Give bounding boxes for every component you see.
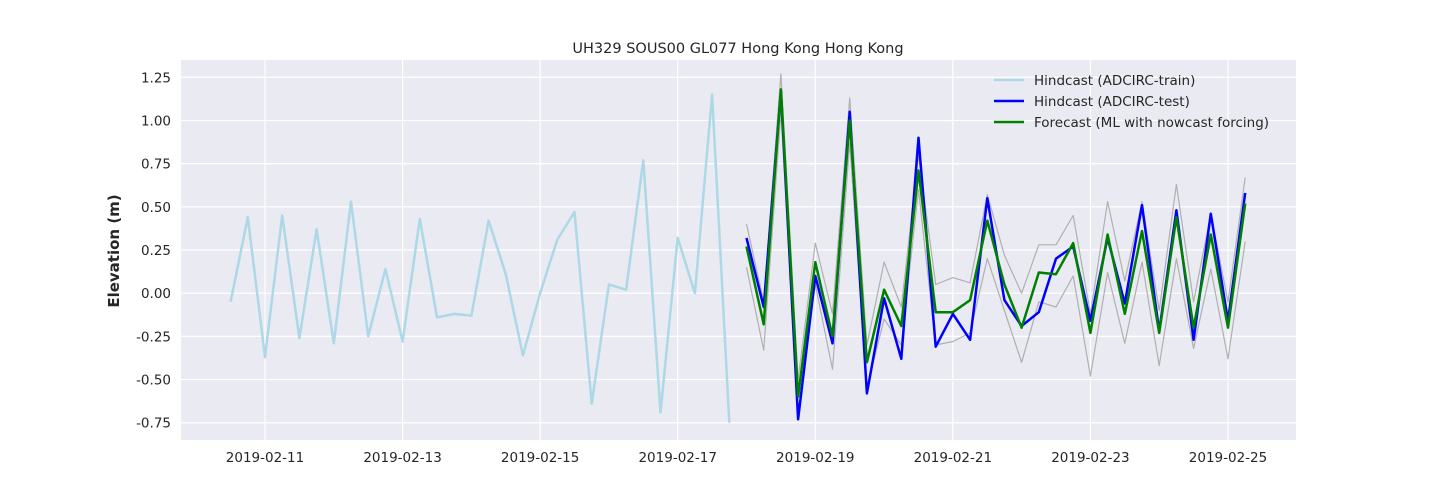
grid bbox=[181, 60, 1296, 440]
x-tick-label: 2019-02-13 bbox=[363, 450, 441, 466]
y-tick-label: -0.50 bbox=[136, 373, 171, 389]
y-tick-label: 1.25 bbox=[141, 70, 171, 86]
y-axis-label: Elevation (m) bbox=[105, 194, 123, 307]
x-tick-label: 2019-02-19 bbox=[776, 450, 854, 466]
x-tick-label: 2019-02-21 bbox=[914, 450, 992, 466]
y-tick-label: -0.75 bbox=[136, 416, 171, 432]
x-tick-label: 2019-02-23 bbox=[1051, 450, 1129, 466]
legend-label: Forecast (ML with nowcast forcing) bbox=[1034, 115, 1269, 131]
y-tick-label: 0.25 bbox=[141, 243, 171, 259]
y-tick-label: 0.50 bbox=[141, 200, 171, 216]
envelope-line bbox=[745, 111, 1246, 415]
x-tick-label: 2019-02-15 bbox=[501, 450, 579, 466]
legend: Hindcast (ADCIRC-train) Hindcast (ADCIRC-… bbox=[994, 73, 1269, 131]
x-tick-label: 2019-02-11 bbox=[226, 450, 304, 466]
series-layer bbox=[229, 73, 1247, 423]
legend-label: Hindcast (ADCIRC-test) bbox=[1034, 94, 1190, 110]
y-tick-label: 0.75 bbox=[141, 157, 171, 173]
series-line-2 bbox=[745, 88, 1247, 399]
y-tick-label: -0.25 bbox=[136, 329, 171, 345]
series-line-0 bbox=[229, 93, 731, 423]
x-tick-label: 2019-02-17 bbox=[638, 450, 716, 466]
envelope-line bbox=[745, 73, 1246, 381]
legend-label: Hindcast (ADCIRC-train) bbox=[1034, 73, 1195, 89]
x-tick-label: 2019-02-25 bbox=[1189, 450, 1267, 466]
x-axis: 2019-02-11 2019-02-13 2019-02-15 2019-02-17… bbox=[226, 450, 1267, 466]
y-axis: -0.75 -0.50 -0.25 0.00 0.25 0.50 0.75 1.00 1.25 bbox=[136, 70, 171, 431]
y-tick-label: 1.00 bbox=[141, 113, 171, 129]
chart-title: UH329 SOUS00 GL077 Hong Kong Hong Kong bbox=[572, 41, 903, 57]
y-tick-label: 0.00 bbox=[141, 286, 171, 302]
